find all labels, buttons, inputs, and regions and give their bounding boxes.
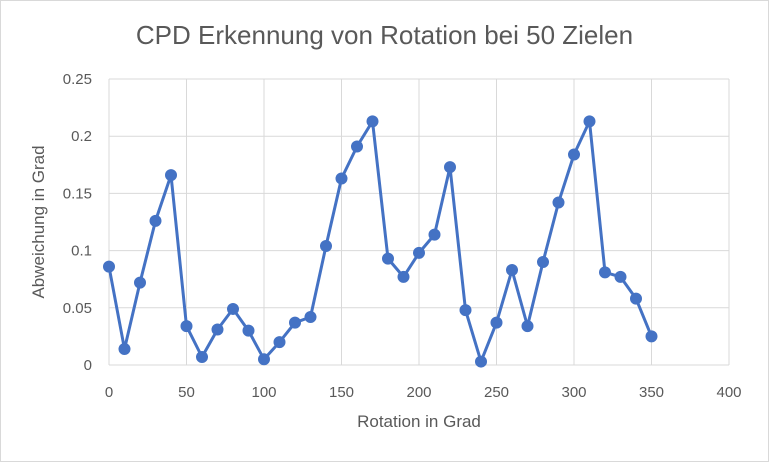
data-point [490,316,503,329]
data-point [351,140,363,153]
y-tick-label: 0.25 [63,71,92,88]
x-tick-label: 300 [561,384,586,401]
data-point [645,330,658,343]
x-tick-labels: 0 50 100 150 200 250 300 350 400 [105,384,742,401]
x-axis-title: Rotation in Grad [357,412,481,431]
data-point [630,292,642,305]
data-point [335,172,348,185]
data-point [382,252,394,265]
data-point [211,323,224,336]
data-point [366,115,379,128]
x-tick-label: 50 [178,384,195,401]
data-point [428,228,441,241]
data-point [599,266,611,279]
y-axis-title: Abweichung in Grad [29,145,48,298]
data-point [320,240,332,253]
data-point [397,270,410,283]
data-point [444,161,456,174]
data-point [258,353,270,366]
data-point [196,350,208,363]
y-tick-label: 0.1 [71,243,92,260]
y-tick-label: 0.2 [71,128,92,145]
data-point [165,169,177,182]
gridlines [108,78,730,366]
x-tick-label: 100 [251,384,276,401]
x-tick-label: 200 [406,384,431,401]
x-tick-label: 400 [716,384,741,401]
data-point [506,264,518,277]
data-point [537,256,549,269]
data-point [289,316,301,329]
data-point [149,214,162,227]
data-point [552,196,565,209]
y-tick-labels: 0 0.05 0.1 0.15 0.2 0.25 [63,71,92,374]
data-point [180,320,193,333]
series-layer [103,115,658,368]
data-point [118,342,131,355]
data-point [273,336,286,349]
data-point [568,148,580,161]
data-point [304,310,317,323]
y-tick-label: 0 [84,357,92,374]
data-point [475,355,487,368]
y-tick-label: 0.05 [63,300,92,317]
x-tick-label: 0 [105,384,113,401]
x-tick-label: 350 [639,384,664,401]
chart-title: CPD Erkennung von Rotation bei 50 Zielen [135,20,634,50]
x-tick-label: 150 [329,384,354,401]
data-point [459,304,472,317]
data-point [103,260,115,273]
data-point [521,320,534,333]
data-point [227,302,239,315]
data-point [614,270,627,283]
data-point [583,115,596,128]
data-point [242,324,255,337]
data-point [413,246,425,259]
x-tick-label: 250 [484,384,509,401]
y-tick-label: 0.15 [63,185,92,202]
data-point [134,276,146,289]
